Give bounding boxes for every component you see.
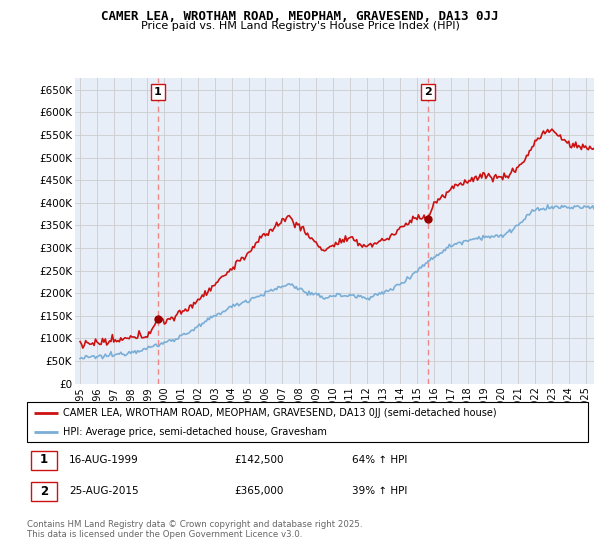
Text: Price paid vs. HM Land Registry's House Price Index (HPI): Price paid vs. HM Land Registry's House …	[140, 21, 460, 31]
Text: £142,500: £142,500	[235, 455, 284, 465]
Text: CAMER LEA, WROTHAM ROAD, MEOPHAM, GRAVESEND, DA13 0JJ (semi-detached house): CAMER LEA, WROTHAM ROAD, MEOPHAM, GRAVES…	[64, 408, 497, 418]
Text: CAMER LEA, WROTHAM ROAD, MEOPHAM, GRAVESEND, DA13 0JJ: CAMER LEA, WROTHAM ROAD, MEOPHAM, GRAVES…	[101, 10, 499, 23]
Text: 1: 1	[40, 453, 48, 466]
FancyBboxPatch shape	[27, 402, 588, 442]
Text: £365,000: £365,000	[235, 486, 284, 496]
Text: 2: 2	[424, 87, 432, 97]
Text: 25-AUG-2015: 25-AUG-2015	[69, 486, 139, 496]
Text: HPI: Average price, semi-detached house, Gravesham: HPI: Average price, semi-detached house,…	[64, 427, 328, 437]
FancyBboxPatch shape	[31, 451, 57, 470]
Text: 39% ↑ HPI: 39% ↑ HPI	[352, 486, 408, 496]
FancyBboxPatch shape	[31, 482, 57, 501]
Text: 1: 1	[154, 87, 162, 97]
Text: 2: 2	[40, 484, 48, 498]
Text: 64% ↑ HPI: 64% ↑ HPI	[352, 455, 408, 465]
Text: Contains HM Land Registry data © Crown copyright and database right 2025.
This d: Contains HM Land Registry data © Crown c…	[27, 520, 362, 539]
Text: 16-AUG-1999: 16-AUG-1999	[69, 455, 139, 465]
